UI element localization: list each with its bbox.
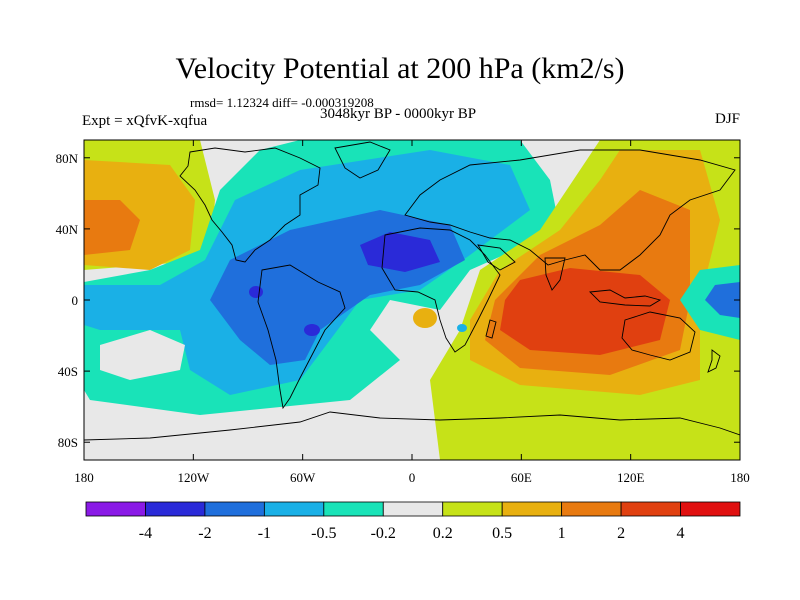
coast-greenland	[334, 141, 391, 179]
lat-tick-label: 80N	[56, 151, 79, 166]
colorbar-label: -1	[258, 525, 271, 542]
colorbar-box	[145, 501, 206, 517]
season-label: DJF	[714, 111, 740, 127]
coast-eurasia	[404, 149, 736, 271]
colorbar-box	[501, 501, 563, 517]
contour-negative-core	[360, 232, 440, 272]
coast-indonesia	[589, 289, 662, 307]
colorbar-box	[85, 501, 146, 517]
lat-tick-label: 40N	[56, 222, 79, 237]
colorbar-label: 0.2	[433, 525, 453, 542]
colorbar-box	[442, 501, 503, 517]
colorbar-label: 2	[617, 525, 625, 542]
colorbar-box	[204, 501, 265, 517]
lon-tick-label: 60W	[290, 470, 316, 485]
lon-tick-label: 180	[74, 470, 94, 485]
experiment-label: Expt = xQfvK-xqfua	[82, 113, 208, 129]
contour-positive-core	[500, 268, 670, 355]
colorbar-label: -4	[139, 525, 152, 542]
coastlines	[84, 141, 740, 441]
colorbar-box	[620, 501, 681, 517]
lat-tick-label: 0	[72, 293, 79, 308]
coast-australia	[621, 311, 696, 361]
period-label: 3048kyr BP - 0000kyr BP	[320, 106, 477, 122]
coast-madagascar	[485, 319, 497, 339]
contour-field	[84, 140, 740, 460]
contour-east-pacific-negative-inner	[705, 282, 740, 318]
coast-south-america	[257, 264, 346, 410]
contour-negative-spot-b	[304, 324, 320, 336]
lon-tick-label: 120E	[617, 470, 645, 485]
coast-arabia	[477, 244, 516, 271]
lat-tick-label: 80S	[58, 435, 78, 450]
colorbar-label: -0.2	[371, 525, 396, 542]
lon-tick-label: 180	[730, 470, 750, 485]
colorbar-labels: -4 -2 -1 -0.5 -0.2 0.2 0.5 1 2 4	[139, 525, 685, 542]
lon-tick-label: 0	[409, 470, 416, 485]
lat-axis: 80N 40N 0 40S 80S	[56, 151, 740, 450]
lon-tick-label: 120W	[177, 470, 210, 485]
colorbar-label: 0.5	[492, 525, 512, 542]
stats-subtitle: rmsd= 1.12324 diff= -0.000319208	[190, 95, 374, 110]
colorbar-box	[561, 501, 622, 517]
coast-new-zealand	[707, 349, 721, 373]
coast-north-america	[179, 147, 321, 263]
colorbar-label: 4	[677, 525, 685, 542]
colorbar-label: -2	[198, 525, 211, 542]
colorbar-label: -0.5	[311, 525, 336, 542]
lon-tick-label: 60E	[511, 470, 532, 485]
contour-south-pacific-neutral	[100, 330, 185, 380]
colorbar-boxes	[85, 501, 741, 517]
lat-tick-label: 40S	[58, 364, 78, 379]
contour-gulf-guinea-positive	[413, 308, 437, 328]
contour-south-africa-negative	[457, 324, 467, 332]
lon-axis: 180 120W 60W 0 60E 120E 180	[74, 140, 750, 485]
colorbar-box	[680, 501, 741, 517]
colorbar-label: 1	[558, 525, 566, 542]
coast-africa	[381, 227, 501, 353]
colorbar-box	[382, 501, 444, 517]
colorbar-box	[263, 501, 325, 517]
coast-antarctica	[84, 411, 740, 441]
contour-pacific-positive-inner	[84, 200, 140, 255]
colorbar-box	[323, 501, 384, 517]
coast-india	[544, 257, 566, 291]
map-title: Velocity Potential at 200 hPa (km2/s)	[175, 52, 625, 85]
